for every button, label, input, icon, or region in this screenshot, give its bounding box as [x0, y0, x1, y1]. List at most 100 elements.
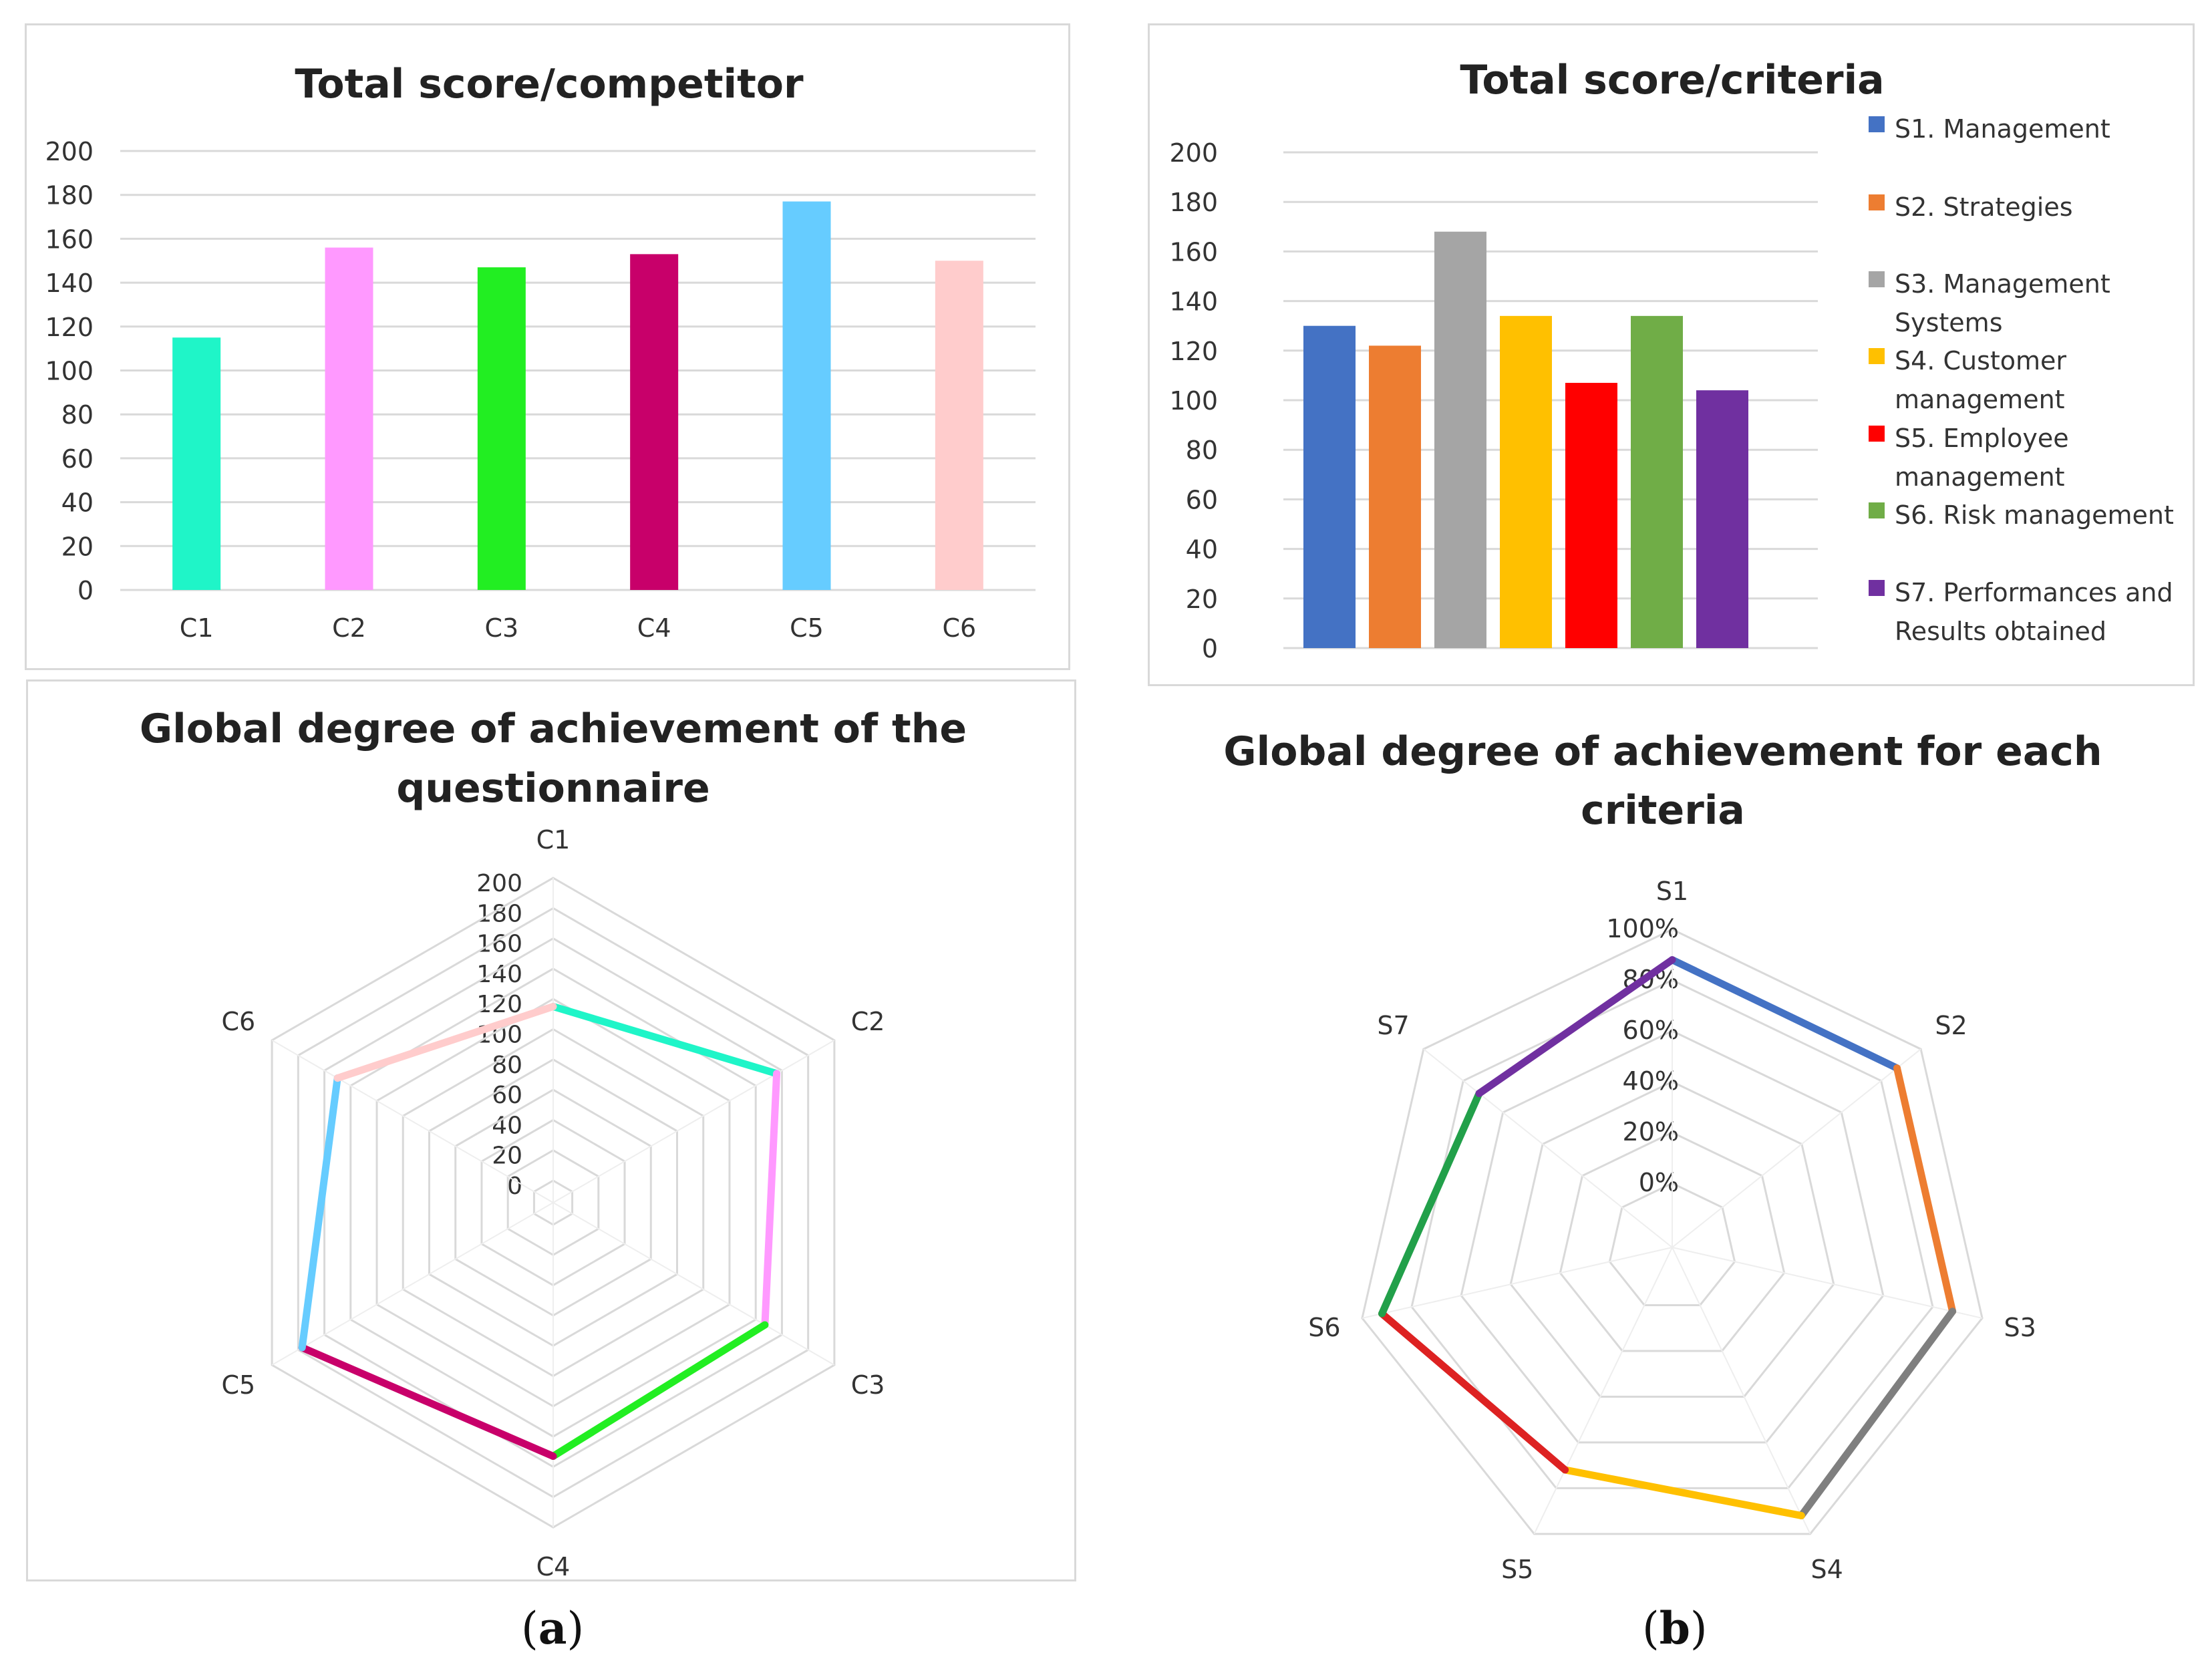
y-tick-label: 160: [45, 224, 94, 254]
radar-segment-c5: [298, 1074, 341, 1352]
y-tick-label: 200: [1169, 138, 1218, 168]
radar-chart-questionnaire-panel: Global degree of achievement of the quest…: [26, 679, 1076, 1581]
radar-tick-label: 120: [476, 991, 522, 1018]
chart-title-line: Global degree of achievement of the: [140, 706, 967, 752]
radar-tick-label: 20%: [1623, 1117, 1679, 1147]
radar-segment-c4: [298, 1344, 557, 1461]
y-tick-label: 40: [61, 488, 94, 518]
y-tick-label: 140: [1169, 287, 1218, 317]
radar-chart-questionnaire: Global degree of achievement of the quest…: [140, 706, 967, 1581]
radar-category-label: S3: [2004, 1313, 2036, 1342]
y-tick-label: 160: [1169, 237, 1218, 267]
bar-c5: [782, 201, 831, 590]
x-tick-label: C1: [180, 613, 214, 643]
radar-chart-criteria: Global degree of achievement for each cri…: [1223, 728, 2102, 1584]
legend-swatch-s6: [1869, 502, 1885, 518]
y-tick-label: 60: [1186, 485, 1218, 514]
radar-spoke: [1672, 1247, 1983, 1319]
radar-segment-s1: [1668, 956, 1901, 1072]
radar-segment-c2: [761, 1070, 781, 1329]
radar-grid-ring: [1608, 1182, 1736, 1306]
radar-spoke: [271, 1202, 554, 1366]
legend-swatch-s3: [1869, 271, 1885, 287]
bar-c4: [630, 254, 679, 590]
radar-spoke: [271, 1040, 554, 1203]
radar-category-label: S2: [1935, 1011, 1967, 1040]
y-tick-label: 200: [45, 137, 94, 166]
bar-chart-competitor-panel: Total score/competitor 0 20 40 60 80 100 120 140…: [25, 23, 1070, 670]
legend-label: Systems: [1895, 308, 2003, 337]
legend-label: S2. Strategies: [1895, 192, 2073, 222]
bar-chart-competitor: Total score/competitor 0 20 40 60 80 100 120 140…: [45, 61, 1036, 643]
radar-category-label: C1: [536, 825, 571, 855]
y-tick-label: 0: [1202, 634, 1218, 663]
bar-s3: [1434, 231, 1486, 649]
chart-title-line: questionnaire: [396, 765, 709, 812]
radar-category-label: C2: [851, 1007, 885, 1036]
radar-segment-c6: [333, 1003, 557, 1082]
legend-label: management: [1895, 462, 2065, 492]
radar-category-label: C3: [851, 1370, 885, 1400]
bar-c6: [935, 261, 983, 590]
radar-segment-c1: [549, 1003, 781, 1078]
legend-label: S6. Risk management: [1895, 500, 2174, 530]
radar-tick-label: 0: [507, 1173, 522, 1200]
x-tick-label: C2: [332, 613, 366, 643]
legend-label: S7. Performances and: [1895, 578, 2173, 607]
radar-tick-label: 60%: [1623, 1016, 1679, 1045]
chart-title: Total score/competitor: [295, 61, 804, 108]
radar-tick-label: 100%: [1606, 914, 1679, 943]
y-tick-label: 20: [61, 532, 94, 561]
y-tick-label: 120: [1169, 337, 1218, 366]
y-tick-label: 100: [45, 357, 94, 386]
x-tick-label: C5: [790, 613, 824, 643]
radar-segment-s7: [1475, 956, 1676, 1098]
radar-category-label: C6: [222, 1007, 256, 1036]
bar-s5: [1565, 383, 1617, 648]
bar-chart-criteria-panel: Total score/criteria 0 20 40 60 80 100 120 140 16…: [1148, 23, 2195, 686]
legend-label: S4. Customer: [1895, 346, 2066, 375]
radar-category-label: S6: [1308, 1313, 1340, 1342]
radar-segment-s6: [1378, 1090, 1483, 1318]
radar-category-label: C4: [536, 1552, 571, 1581]
radar-spoke: [1362, 1247, 1673, 1319]
radar-segment-s4: [1561, 1466, 1805, 1519]
radar-tick-label: 200: [476, 870, 522, 897]
y-tick-label: 0: [77, 576, 94, 605]
y-tick-label: 120: [45, 313, 94, 342]
legend-swatch-s5: [1869, 426, 1885, 442]
x-tick-label: C3: [484, 613, 518, 643]
radar-spoke: [1672, 1048, 1921, 1248]
bar-c1: [172, 337, 221, 590]
y-tick-label: 40: [1186, 535, 1218, 565]
legend-swatch-s1: [1869, 116, 1885, 132]
radar-tick-label: 140: [476, 961, 522, 988]
radar-segment-s2: [1893, 1064, 1957, 1316]
legend-label: management: [1895, 385, 2065, 414]
legend-swatch-s4: [1869, 348, 1885, 364]
radar-spoke: [1533, 1247, 1673, 1535]
caption-a: (a): [521, 1602, 585, 1654]
y-tick-label: 180: [45, 181, 94, 210]
bar-c3: [477, 267, 526, 590]
radar-category-label: S4: [1811, 1555, 1843, 1584]
y-tick-label: 180: [1169, 188, 1218, 217]
legend-swatch-s2: [1869, 194, 1885, 210]
chart-title: Total score/criteria: [1460, 57, 1884, 104]
radar-chart-criteria-panel: Global degree of achievement for each cri…: [1148, 702, 2195, 1590]
bar-s2: [1369, 345, 1421, 648]
radar-tick-label: 40%: [1623, 1066, 1679, 1096]
bar-s4: [1500, 315, 1552, 648]
legend-label: Results obtained: [1895, 617, 2106, 646]
bar-s6: [1631, 315, 1683, 648]
radar-category-label: S7: [1377, 1011, 1409, 1040]
y-tick-label: 100: [1169, 386, 1218, 416]
radar-tick-label: 160: [476, 931, 522, 958]
bar-s1: [1303, 325, 1356, 648]
caption-a-letter: a: [538, 1602, 567, 1654]
radar-spoke: [552, 1202, 835, 1366]
radar-grid-ring: [1460, 1030, 1885, 1444]
radar-spoke: [1423, 1048, 1673, 1248]
legend-label: S5. Employee: [1895, 424, 2069, 453]
radar-spoke: [1672, 1247, 1811, 1535]
